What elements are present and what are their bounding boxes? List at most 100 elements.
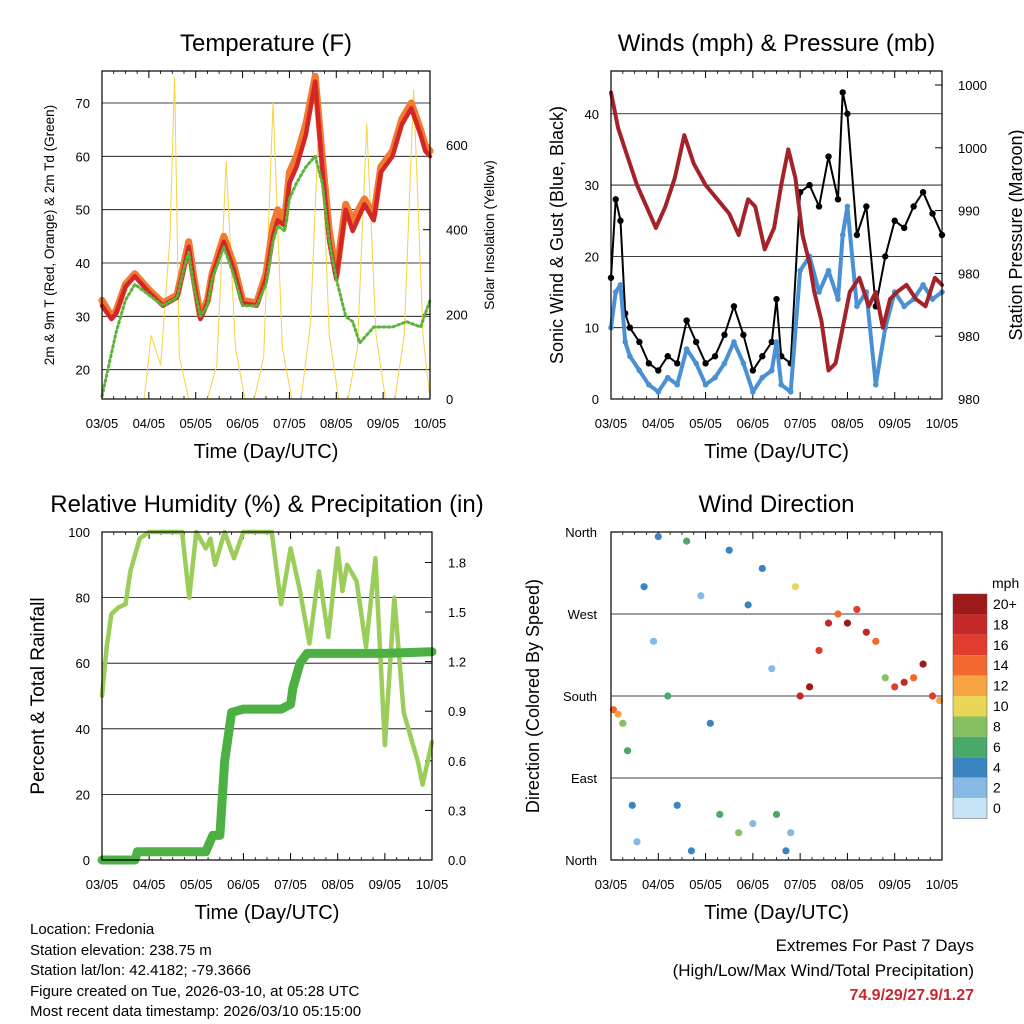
x-tick-label: 08/05 [320, 416, 353, 431]
x-tick-label: 10/05 [414, 416, 447, 431]
sonic-wind-point [825, 267, 832, 274]
x-tick-label: 08/05 [321, 877, 354, 892]
gust-point [882, 253, 889, 260]
direction-point [806, 683, 814, 691]
gust-point [929, 210, 936, 217]
sonic-wind-point [674, 381, 680, 388]
gust-point [711, 353, 719, 360]
x-tick-label: 06/05 [226, 416, 259, 431]
direction-point [687, 847, 695, 855]
direction-point [843, 619, 852, 627]
sonic-wind-point [816, 289, 822, 295]
direction-point [628, 801, 636, 809]
x-tick-label: 08/05 [831, 877, 864, 892]
y-tick-label: 40 [585, 107, 599, 122]
direction-point [768, 665, 776, 673]
legend-label: 16 [993, 637, 1009, 653]
legend-label: 10 [993, 698, 1009, 714]
humidity-line [99, 529, 435, 787]
sonic-wind-point [627, 353, 633, 360]
gust-point [759, 353, 766, 360]
y-tick-label: 0 [592, 392, 599, 407]
direction-point [749, 819, 757, 828]
y2-tick-label: 990 [958, 204, 980, 219]
x-tick-label: 09/05 [369, 877, 402, 892]
sonic-wind-point [622, 339, 628, 345]
direction-point [735, 829, 743, 837]
gust-point [900, 224, 908, 232]
sonic-wind-point [664, 374, 671, 381]
direction-point [744, 601, 752, 609]
legend-title: mph [992, 575, 1019, 591]
gust-point [617, 217, 624, 224]
direction-point [697, 592, 705, 600]
gust-point [612, 196, 619, 203]
chart-title: Relative Humidity (%) & Precipitation (i… [50, 491, 483, 518]
gust-point [844, 110, 851, 117]
y-tick-label: 30 [76, 309, 90, 324]
y2-tick-label: 1.2 [448, 655, 466, 670]
legend-swatch [953, 777, 987, 799]
direction-point [623, 747, 632, 755]
x-tick-label: 03/05 [86, 877, 119, 892]
y2-tick-label: 0.6 [448, 754, 466, 769]
created-text: Figure created on Tue, 2026-03-10, at 05… [30, 982, 360, 1000]
sonic-wind-point [750, 389, 756, 395]
gust-point [815, 203, 823, 210]
sonic-wind-point [797, 267, 803, 274]
sonic-wind-point [929, 296, 936, 302]
x-tick-label: 05/05 [689, 877, 722, 892]
latlon-text: Station lat/lon: 42.4182; -79.3666 [30, 962, 252, 979]
sonic-wind-point [693, 360, 699, 367]
direction-point [919, 660, 927, 668]
direction-point [796, 692, 804, 700]
gust-point [674, 360, 681, 367]
sonic-wind-point [854, 303, 860, 310]
y-axis-label: Percent & Total Rainfall [28, 597, 49, 794]
gust-point [839, 89, 846, 96]
x-tick-label: 10/05 [926, 877, 959, 892]
sonic-wind-point [768, 367, 775, 374]
y-tick-label: 30 [585, 178, 599, 193]
legend-swatch [953, 614, 987, 635]
gust-point [626, 324, 634, 331]
direction-point [862, 628, 870, 636]
direction-point [900, 678, 908, 686]
y-tick-label: North [565, 525, 597, 540]
x-tick-label: 05/05 [689, 416, 722, 431]
direction-point [758, 564, 766, 573]
sonic-wind-point [778, 381, 785, 388]
x-tick-label: 09/05 [878, 877, 911, 892]
gust-point [655, 367, 662, 374]
direction-point [614, 710, 622, 718]
gust-point [773, 295, 780, 303]
sonic-wind-point [787, 389, 794, 395]
direction-point [619, 719, 627, 727]
gust-point [664, 353, 671, 360]
gust-point [863, 203, 870, 210]
y2-tick-label: 600 [446, 138, 468, 153]
x-tick-label: 10/05 [416, 877, 449, 892]
x-tick-label: 04/05 [642, 877, 675, 892]
y-tick-label: 20 [76, 363, 90, 378]
direction-point [791, 583, 800, 591]
y2-tick-label: 0 [446, 392, 453, 407]
y-tick-label: 40 [76, 722, 90, 737]
legend-label: 6 [993, 739, 1001, 755]
direction-point [891, 683, 899, 691]
humidity-chart: 03/05 04/05 05/05 06/05 07/05 08/05 09/05 10/05… [28, 491, 484, 924]
y2-tick-label: 200 [446, 307, 468, 322]
direction-point [633, 838, 641, 846]
sonic-wind-point [655, 389, 662, 395]
y2-axis-label: Station Pressure (Maroon) [1006, 129, 1024, 340]
legend-label: 14 [993, 657, 1009, 673]
y-tick-label: 20 [585, 249, 599, 264]
station-info: Location: Fredonia Station elevation: 23… [30, 920, 361, 1023]
gust-point [910, 203, 917, 210]
sonic-wind-point [636, 367, 643, 374]
temperature-chart: 03/05 04/05 05/05 06/05 07/05 08/05 09/05 10/05… [42, 30, 497, 463]
direction-point [881, 674, 889, 682]
solar-insolation-line [101, 76, 431, 400]
sonic-wind-point [773, 339, 780, 345]
legend-label: 20+ [993, 596, 1017, 612]
